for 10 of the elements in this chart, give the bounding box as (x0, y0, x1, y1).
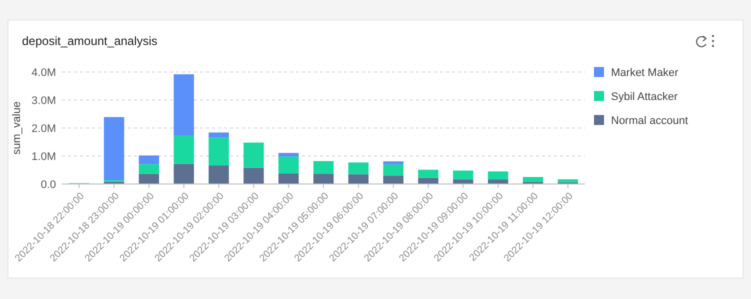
y-tick-label: 0.0 (40, 178, 56, 191)
y-tick-label: 4.0M (32, 66, 56, 79)
y-axis-title: sum_value (11, 101, 23, 155)
y-tick-label: 1.0M (32, 150, 56, 163)
legend-label: Normal account (611, 114, 688, 127)
y-tick-label: 3.0M (32, 94, 56, 107)
legend-label: Sybil Attacker (611, 90, 678, 103)
chart-title: deposit_amount_analysis (22, 34, 158, 48)
y-tick-label: 2.0M (32, 122, 56, 135)
legend-label: Market Maker (611, 66, 679, 79)
